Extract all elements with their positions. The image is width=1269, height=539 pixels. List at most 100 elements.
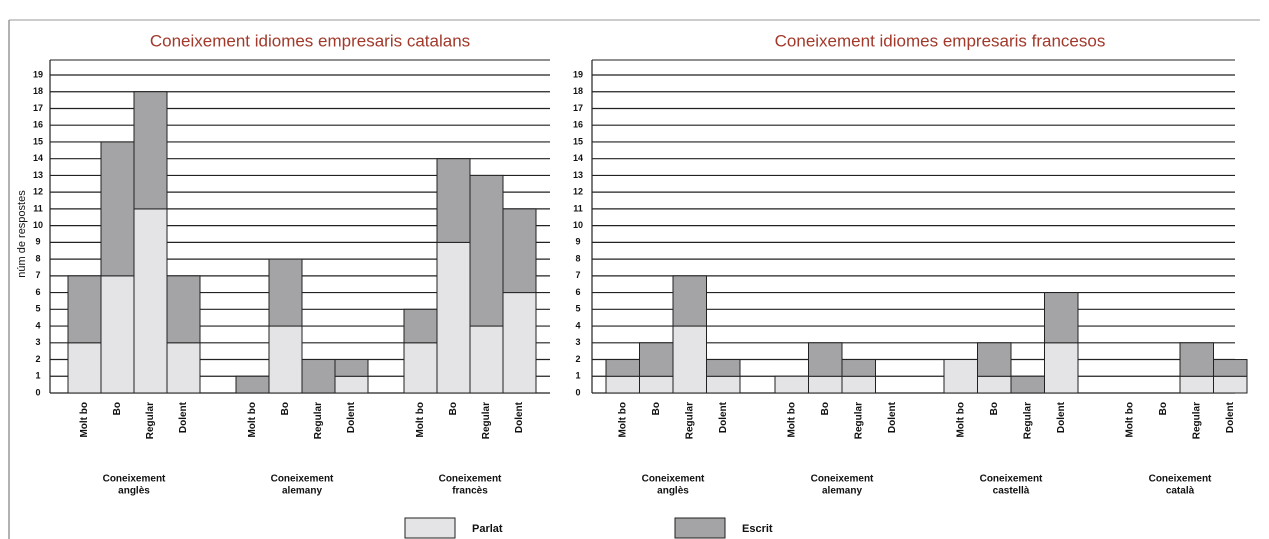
y-tick-label: 12	[573, 187, 583, 197]
legend-swatch	[404, 517, 456, 539]
y-tick-label: 3	[35, 337, 40, 347]
x-tick-label: Bo	[651, 402, 662, 415]
y-tick-label: 18	[33, 86, 43, 96]
bar-segment	[403, 342, 438, 394]
bar-segment	[1044, 342, 1079, 394]
bar-segment	[1044, 292, 1079, 344]
x-tick-label: Molt bo	[955, 402, 966, 438]
y-axis-label: núm de respostes	[16, 190, 28, 278]
x-tick-label: Bo	[448, 402, 459, 415]
x-tick-label: Regular	[853, 402, 864, 439]
y-tick-label: 17	[573, 103, 583, 113]
legend-label: Parlat	[472, 523, 503, 535]
y-tick-label: 16	[33, 120, 43, 130]
bar-segment	[469, 174, 504, 327]
x-tick-label: Dolent	[1056, 401, 1067, 433]
y-tick-label: 4	[35, 320, 40, 330]
y-tick-label: 3	[575, 337, 580, 347]
x-tick-label: Bo	[280, 402, 291, 415]
x-tick-label: Molt bo	[79, 402, 90, 438]
y-tick-label: 7	[575, 270, 580, 280]
group-label: Coneixement	[103, 474, 166, 485]
x-tick-label: Dolent	[514, 401, 525, 433]
x-tick-label: Regular	[684, 402, 695, 439]
chart-title: Coneixement idiomes empresaris francesos	[775, 31, 1106, 50]
x-tick-label: Molt bo	[617, 402, 628, 438]
group-label: anglès	[118, 486, 150, 497]
legend-label: Escrit	[742, 523, 773, 535]
bar-segment	[235, 375, 270, 394]
group-label: Coneixement	[642, 474, 705, 485]
bar-segment	[943, 359, 978, 394]
bar-segment	[268, 258, 303, 327]
y-tick-label: 13	[573, 170, 583, 180]
group-label: anglès	[657, 486, 689, 497]
x-tick-label: Dolent	[887, 401, 898, 433]
bar-segment	[334, 359, 369, 377]
y-tick-label: 8	[575, 253, 580, 263]
bar-segment	[1179, 342, 1214, 377]
y-tick-label: 19	[33, 69, 43, 79]
bar-segment	[808, 375, 843, 394]
y-tick-label: 0	[35, 387, 40, 397]
group-label: Coneixement	[980, 474, 1043, 485]
group-label: Coneixement	[811, 474, 874, 485]
legend-swatch	[674, 517, 726, 539]
x-tick-label: Bo	[989, 402, 1000, 415]
x-tick-label: Bo	[820, 402, 831, 415]
group-label: Coneixement	[439, 474, 502, 485]
bar-segment	[1213, 359, 1248, 377]
y-tick-label: 7	[35, 270, 40, 280]
bar-segment	[403, 308, 438, 344]
y-tick-label: 1	[575, 371, 580, 381]
y-tick-label: 16	[573, 120, 583, 130]
group-label: Coneixement	[271, 474, 334, 485]
chart-title: Coneixement idiomes empresaris catalans	[150, 31, 470, 50]
y-tick-label: 5	[35, 304, 40, 314]
bar-segment	[639, 375, 674, 394]
bar-segment	[133, 91, 168, 210]
x-tick-label: Regular	[313, 402, 324, 439]
bar-segment	[672, 275, 707, 327]
y-tick-label: 6	[575, 287, 580, 297]
bar-segment	[672, 325, 707, 394]
y-tick-label: 5	[575, 304, 580, 314]
x-tick-label: Molt bo	[415, 402, 426, 438]
bar-segment	[977, 342, 1012, 377]
y-tick-label: 2	[35, 354, 40, 364]
y-tick-label: 13	[33, 170, 43, 180]
bar-segment	[1010, 375, 1045, 394]
x-tick-label: Molt bo	[786, 402, 797, 438]
bar-segment	[100, 275, 135, 394]
y-tick-label: 12	[33, 187, 43, 197]
y-tick-label: 17	[33, 103, 43, 113]
y-tick-label: 11	[33, 203, 43, 213]
x-tick-label: Dolent	[1225, 401, 1236, 433]
bar-segment	[436, 241, 471, 394]
group-label: alemany	[282, 486, 322, 497]
bar-segment	[808, 342, 843, 377]
y-tick-label: 9	[35, 237, 40, 247]
y-tick-label: 14	[573, 153, 583, 163]
y-tick-label: 14	[33, 153, 43, 163]
bar-segment	[133, 208, 168, 394]
bar-segment	[334, 375, 369, 394]
bar-segment	[1179, 375, 1214, 394]
bar-segment	[301, 359, 336, 394]
bar-segment	[502, 208, 537, 294]
y-tick-label: 6	[35, 287, 40, 297]
y-tick-label: 15	[33, 136, 43, 146]
x-tick-label: Regular	[1191, 402, 1202, 439]
bar-segment	[774, 375, 809, 394]
y-tick-label: 10	[33, 220, 43, 230]
y-tick-label: 11	[573, 203, 583, 213]
bar-segment	[605, 359, 640, 377]
x-tick-label: Dolent	[346, 401, 357, 433]
y-tick-label: 19	[573, 69, 583, 79]
group-label: català	[1166, 486, 1195, 497]
y-tick-label: 18	[573, 86, 583, 96]
bar-segment	[841, 359, 876, 377]
bar-segment	[841, 375, 876, 394]
bar-segment	[977, 375, 1012, 394]
